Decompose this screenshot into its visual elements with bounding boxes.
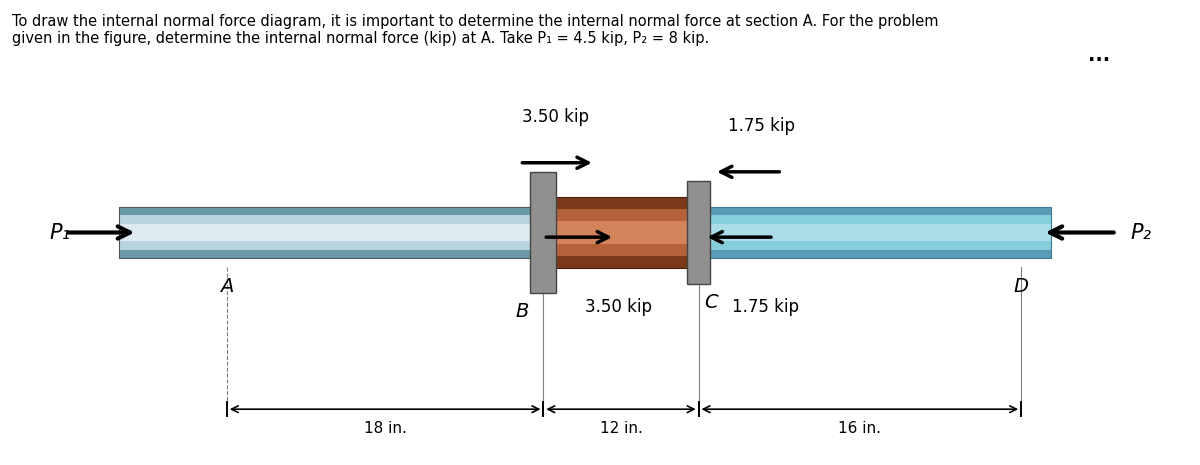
Polygon shape [120,241,544,250]
Polygon shape [544,209,698,220]
Text: 1.75 kip: 1.75 kip [732,298,799,316]
Text: D: D [1014,277,1028,296]
Text: To draw the internal normal force diagram, it is important to determine the inte: To draw the internal normal force diagra… [12,14,938,46]
Polygon shape [544,197,698,209]
Text: 18 in.: 18 in. [364,421,407,436]
Text: 12 in.: 12 in. [600,421,642,436]
Polygon shape [544,220,698,232]
Polygon shape [698,232,1051,241]
Text: 3.50 kip: 3.50 kip [586,298,652,316]
Text: P₁: P₁ [49,222,71,243]
Text: 1.75 kip: 1.75 kip [728,117,796,135]
Polygon shape [120,207,544,215]
Polygon shape [120,224,544,232]
Text: A: A [221,277,234,296]
Polygon shape [544,232,698,245]
Polygon shape [120,215,544,224]
Text: 16 in.: 16 in. [839,421,881,436]
Text: ...: ... [1087,46,1110,65]
Polygon shape [698,250,1051,258]
Polygon shape [698,215,1051,224]
Polygon shape [120,232,544,241]
Polygon shape [120,250,544,258]
Text: 3.50 kip: 3.50 kip [522,107,589,126]
Polygon shape [544,256,698,268]
Polygon shape [530,172,557,293]
Text: C: C [704,293,719,312]
Text: B: B [516,302,529,321]
Polygon shape [698,224,1051,232]
Text: P₂: P₂ [1130,222,1151,243]
Polygon shape [698,241,1051,250]
Polygon shape [686,181,710,284]
Polygon shape [698,207,1051,215]
Polygon shape [544,245,698,256]
